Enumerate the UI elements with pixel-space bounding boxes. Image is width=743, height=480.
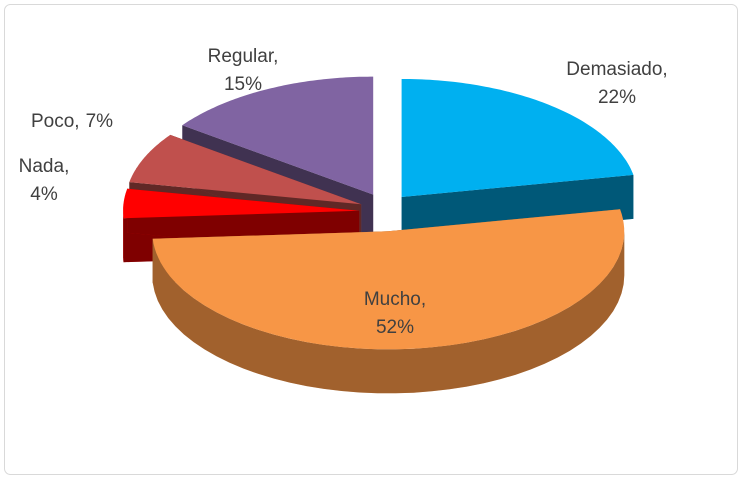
- slice-top: [401, 79, 634, 197]
- label-category: Demasiado: [566, 59, 662, 80]
- data-label: Nada, 4%: [19, 156, 70, 205]
- label-separator: ,: [64, 156, 69, 177]
- slice-top: [123, 188, 360, 219]
- label-category: Regular: [208, 46, 275, 67]
- label-separator: ,: [421, 289, 426, 310]
- label-separator: ,: [273, 46, 278, 67]
- label-category: Mucho: [364, 289, 421, 310]
- slice-side: [152, 231, 625, 394]
- label-value: 15%: [224, 74, 262, 95]
- slice-top: [182, 76, 374, 195]
- label-value: 52%: [376, 317, 414, 338]
- slice-top: [129, 134, 362, 205]
- data-label: Demasiado, 22%: [566, 59, 667, 108]
- data-label: Regular, 15%: [208, 46, 279, 95]
- slice: [401, 79, 634, 241]
- slice-side-shade: [152, 231, 625, 394]
- slice-side-shade: [401, 174, 634, 241]
- label-separator: ,: [662, 59, 667, 80]
- label-category: Poco: [31, 111, 74, 132]
- label-value: 22%: [598, 87, 636, 108]
- label-separator: ,: [74, 111, 79, 132]
- data-label: Mucho, 52%: [364, 289, 426, 338]
- slice: [152, 209, 625, 394]
- label-value: 4%: [30, 184, 58, 205]
- label-value: 7%: [86, 111, 114, 132]
- label-category: Nada: [19, 156, 65, 177]
- slice-top: [152, 209, 625, 350]
- data-label: Poco, 7%: [31, 111, 113, 132]
